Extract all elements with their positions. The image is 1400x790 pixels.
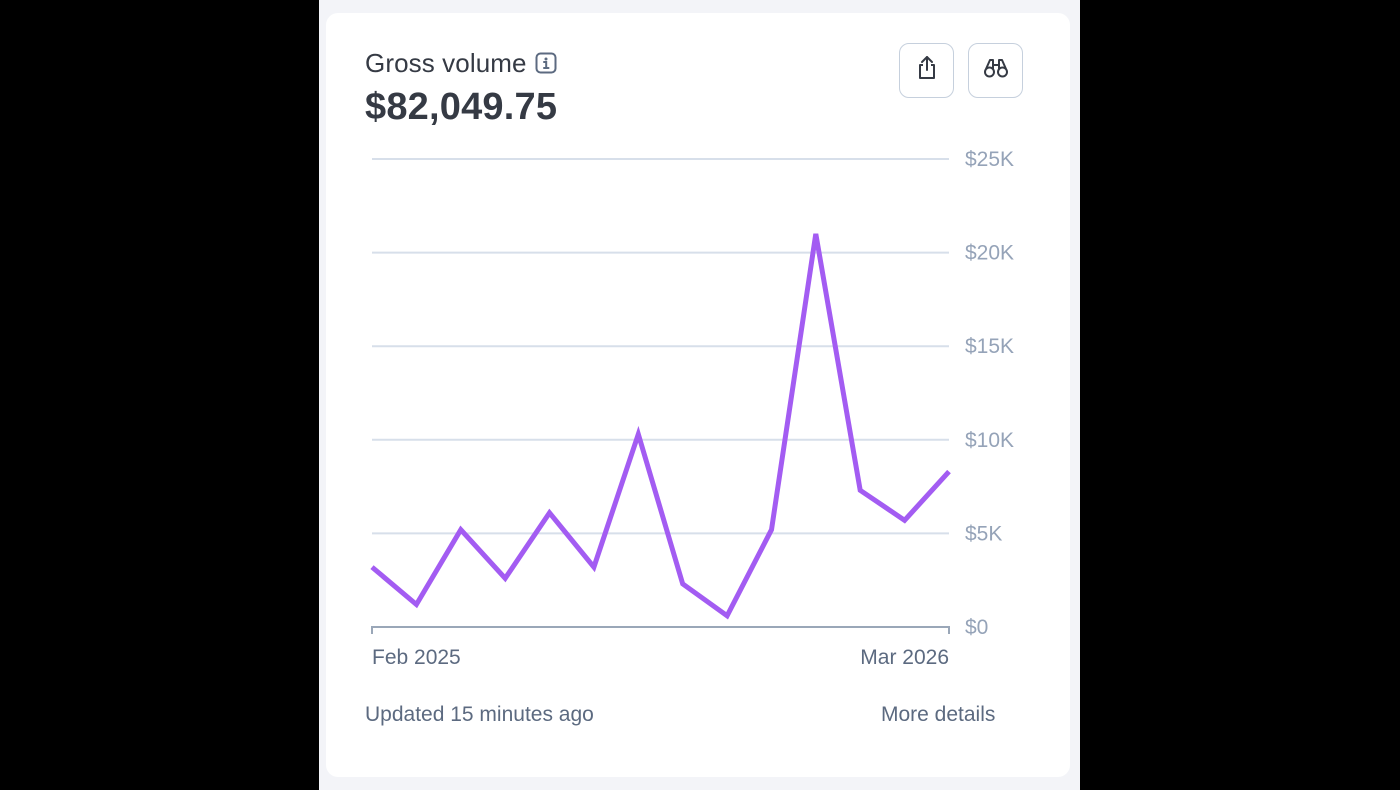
export-button[interactable] (899, 43, 954, 98)
gross-volume-card (326, 13, 1070, 777)
data-point (858, 488, 862, 492)
data-point (503, 576, 507, 580)
y-tick-label: $5K (965, 522, 1002, 545)
card-title: Gross volume (365, 47, 527, 78)
y-tick-label: $25K (965, 148, 1014, 171)
data-point (947, 470, 951, 474)
data-point (636, 432, 640, 436)
card-header: Gross volume (365, 46, 557, 80)
data-point (725, 614, 729, 618)
x-tick-label: Mar 2026 (860, 646, 949, 669)
share-export-icon (915, 55, 939, 86)
binoculars-icon (982, 57, 1010, 84)
y-tick-label: $15K (965, 335, 1014, 358)
data-point (414, 603, 418, 607)
data-point (370, 565, 374, 569)
data-point (681, 582, 685, 586)
data-point (769, 528, 773, 532)
data-point (903, 518, 907, 522)
series-line (370, 233, 951, 620)
data-point (592, 565, 596, 569)
x-tick-label: Feb 2025 (372, 646, 461, 669)
y-tick-label: $10K (965, 429, 1014, 452)
y-tick-label: $0 (965, 616, 988, 639)
info-icon[interactable] (535, 52, 557, 74)
gross-volume-amount: $82,049.75 (365, 86, 558, 128)
data-point (814, 232, 818, 236)
updated-status: Updated 15 minutes ago (365, 703, 594, 726)
data-point (459, 528, 463, 532)
y-tick-label: $20K (965, 242, 1014, 265)
data-point (548, 511, 552, 515)
explore-button[interactable] (968, 43, 1023, 98)
more-details-link[interactable]: More details (881, 703, 996, 726)
